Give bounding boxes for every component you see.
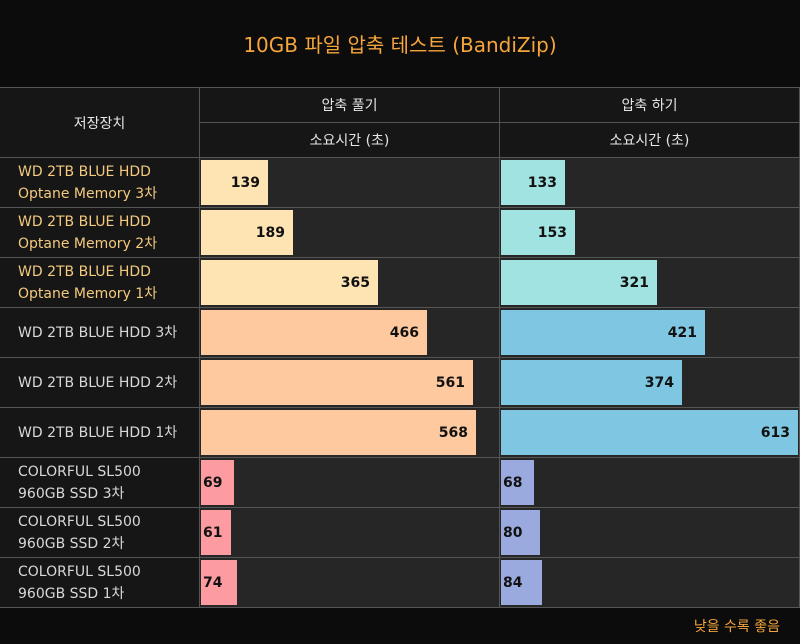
compress-bar	[501, 410, 798, 455]
decompress-bar	[201, 460, 234, 505]
compress-bar-cell: 321	[500, 258, 800, 308]
compress-value-label: 68	[503, 475, 523, 491]
compress-bar-cell: 153	[500, 208, 800, 258]
category-label-line: WD 2TB BLUE HDD	[18, 163, 151, 180]
category-label: WD 2TB BLUE HDD 1차	[0, 408, 200, 458]
compress-group-header: 압축 하기	[500, 88, 800, 123]
compress-value-label: 80	[503, 525, 523, 541]
category-label: COLORFUL SL500 960GB SSD 3차	[0, 458, 200, 508]
decompress-bar-cell: 139	[200, 158, 500, 208]
compress-bar-cell: 80	[500, 508, 800, 558]
decompress-bar	[201, 310, 427, 355]
compress-bar-cell: 421	[500, 308, 800, 358]
category-label-line: 960GB SSD 2차	[18, 535, 125, 552]
decompress-value-label: 365	[340, 275, 370, 291]
compress-bar	[501, 210, 575, 255]
compress-bar	[501, 360, 682, 405]
compress-bar-cell: 374	[500, 358, 800, 408]
decompress-unit-header: 소요시간 (초)	[200, 123, 500, 158]
decompress-bar-cell: 189	[200, 208, 500, 258]
compress-value-label: 84	[503, 575, 523, 591]
device-column-header: 저장장치	[0, 88, 200, 158]
footer-note: 낮을 수록 좋음	[0, 608, 800, 644]
category-label: COLORFUL SL500 960GB SSD 1차	[0, 558, 200, 608]
category-label-line: COLORFUL SL500	[18, 463, 141, 480]
compress-bar	[501, 260, 657, 305]
decompress-bar-cell: 568	[200, 408, 500, 458]
category-label: WD 2TB BLUE HDD Optane Memory 2차	[0, 208, 200, 258]
decompress-value-label: 466	[389, 325, 419, 341]
decompress-bar	[201, 160, 268, 205]
decompress-value-label: 74	[203, 575, 223, 591]
decompress-bar-cell: 61	[200, 508, 500, 558]
compress-bar	[501, 560, 542, 605]
compress-unit-header: 소요시간 (초)	[500, 123, 800, 158]
compress-bar	[501, 160, 565, 205]
category-label: WD 2TB BLUE HDD 2차	[0, 358, 200, 408]
category-label: WD 2TB BLUE HDD 3차	[0, 308, 200, 358]
compress-bar-cell: 84	[500, 558, 800, 608]
category-label-line: COLORFUL SL500	[18, 563, 141, 580]
compress-value-label: 374	[644, 375, 674, 391]
decompress-value-label: 189	[255, 225, 285, 241]
category-label: WD 2TB BLUE HDD Optane Memory 1차	[0, 258, 200, 308]
category-label-line: WD 2TB BLUE HDD 2차	[18, 374, 178, 391]
compress-value-label: 421	[667, 325, 697, 341]
category-label-line: 960GB SSD 1차	[18, 585, 125, 602]
decompress-group-header: 압축 풀기	[200, 88, 500, 123]
category-label-line: Optane Memory 1차	[18, 285, 158, 302]
compress-bar	[501, 460, 534, 505]
compress-value-label: 321	[619, 275, 649, 291]
category-label-line: COLORFUL SL500	[18, 513, 141, 530]
category-label-line: Optane Memory 3차	[18, 185, 158, 202]
decompress-value-label: 139	[230, 175, 260, 191]
compress-bar	[501, 310, 705, 355]
decompress-bar-cell: 365	[200, 258, 500, 308]
decompress-bar	[201, 510, 231, 555]
category-label-line: 960GB SSD 3차	[18, 485, 125, 502]
decompress-bar-cell: 561	[200, 358, 500, 408]
decompress-bar	[201, 210, 293, 255]
compress-value-label: 613	[760, 425, 790, 441]
category-label-line: Optane Memory 2차	[18, 235, 158, 252]
decompress-value-label: 561	[435, 375, 465, 391]
decompress-bar-cell: 74	[200, 558, 500, 608]
category-label: COLORFUL SL500 960GB SSD 2차	[0, 508, 200, 558]
decompress-bar	[201, 560, 237, 605]
chart-title: 10GB 파일 압축 테스트 (BandiZip)	[0, 0, 800, 88]
decompress-bar	[201, 410, 476, 455]
compress-bar	[501, 510, 540, 555]
decompress-value-label: 568	[438, 425, 468, 441]
category-label-line: WD 2TB BLUE HDD	[18, 213, 151, 230]
decompress-bar	[201, 260, 378, 305]
category-label-line: WD 2TB BLUE HDD 1차	[18, 424, 178, 441]
category-label: WD 2TB BLUE HDD Optane Memory 3차	[0, 158, 200, 208]
compress-value-label: 133	[527, 175, 557, 191]
decompress-bar-cell: 466	[200, 308, 500, 358]
category-label-line: WD 2TB BLUE HDD	[18, 263, 151, 280]
compress-bar-cell: 613	[500, 408, 800, 458]
decompress-value-label: 61	[203, 525, 223, 541]
decompress-bar	[201, 360, 473, 405]
compress-bar-cell: 133	[500, 158, 800, 208]
decompress-value-label: 69	[203, 475, 223, 491]
category-label-line: WD 2TB BLUE HDD 3차	[18, 324, 178, 341]
decompress-bar-cell: 69	[200, 458, 500, 508]
compress-value-label: 153	[537, 225, 567, 241]
compress-bar-cell: 68	[500, 458, 800, 508]
